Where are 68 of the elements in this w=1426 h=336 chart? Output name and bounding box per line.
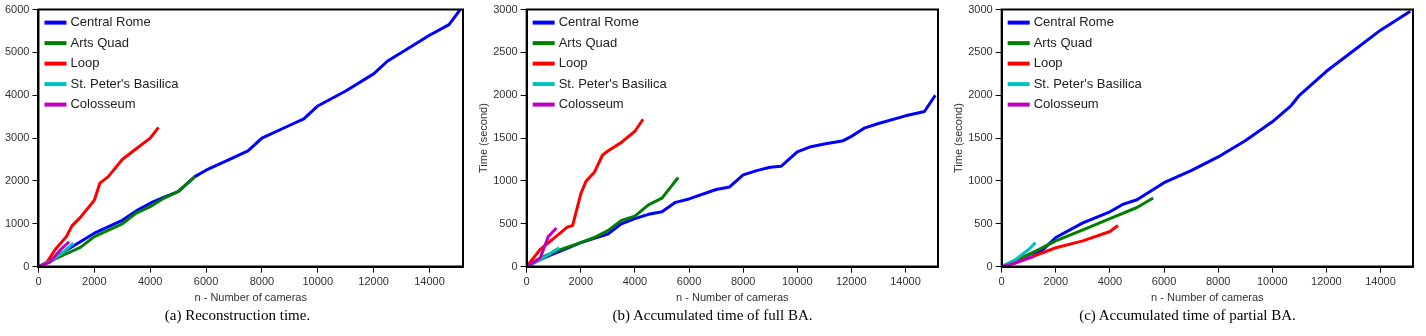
x-tick-label: 12000 — [358, 275, 389, 288]
y-tick-label: 500 — [499, 216, 518, 229]
y-axis-title: Time (second) — [951, 103, 964, 174]
legend-label: Central Rome — [70, 14, 151, 30]
x-tick-label: 6000 — [1151, 275, 1177, 288]
x-tick-label: 12000 — [836, 275, 867, 288]
y-tick-label: 0 — [986, 259, 993, 272]
legend-label: Central Rome — [558, 14, 639, 30]
x-tick-label: 8000 — [730, 275, 756, 288]
y-tick-label: 2500 — [968, 45, 993, 58]
y-tick-label: 500 — [974, 216, 993, 229]
x-tick-label: 2000 — [82, 275, 107, 288]
x-tick-label: 8000 — [249, 275, 275, 288]
legend-label: Colosseum — [70, 96, 136, 112]
x-axis-title: n - Number of cameras — [194, 291, 308, 304]
legend-label: Colosseum — [558, 96, 624, 112]
y-tick-label: 2000 — [4, 173, 30, 186]
text: (a) Reconstruction time. — [163, 307, 312, 324]
legend-label: St. Peter's Basilica — [1033, 75, 1143, 91]
legend-label: Arts Quad — [558, 34, 618, 50]
text: (b) Accumulated time of full BA. — [611, 307, 814, 324]
x-tick-label: 6000 — [676, 275, 702, 288]
x-tick-label: 12000 — [1311, 275, 1342, 288]
x-tick-label: 0 — [998, 275, 1005, 288]
x-tick-label: 14000 — [1365, 275, 1396, 288]
x-tick-label: 2000 — [568, 275, 594, 288]
y-tick-label: 1000 — [968, 173, 993, 186]
y-tick-label: 2500 — [493, 45, 518, 58]
x-tick-label: 4000 — [137, 275, 163, 288]
x-tick-label: 0 — [523, 275, 530, 288]
y-tick-label: 2000 — [493, 88, 518, 101]
legend-label: Loop — [558, 55, 588, 71]
x-tick-label: 8000 — [1205, 275, 1231, 288]
legend-label: Colosseum — [1033, 96, 1099, 112]
y-tick-label: 5000 — [4, 45, 30, 58]
y-tick-label: 3000 — [493, 2, 518, 15]
x-tick-label: 4000 — [622, 275, 648, 288]
y-tick-label: 2000 — [968, 88, 993, 101]
legend-label: St. Peter's Basilica — [70, 75, 180, 91]
x-tick-label: 10000 — [302, 275, 334, 288]
x-axis-title: n - Number of cameras — [676, 291, 790, 304]
legend-label: Arts Quad — [1033, 34, 1093, 50]
legend-label: Loop — [70, 55, 100, 71]
x-tick-label: 2000 — [1043, 275, 1069, 288]
x-tick-label: 10000 — [1256, 275, 1288, 288]
legend-label: Loop — [1033, 55, 1063, 71]
y-tick-label: 1000 — [4, 216, 30, 229]
legend-label: Arts Quad — [70, 34, 129, 50]
x-tick-label: 14000 — [890, 275, 921, 288]
legend-label: St. Peter's Basilica — [558, 75, 668, 91]
x-axis-title: n - Number of cameras — [1151, 291, 1265, 304]
x-tick-label: 14000 — [414, 275, 445, 288]
x-tick-label: 6000 — [193, 275, 219, 288]
y-tick-label: 3000 — [4, 131, 30, 144]
legend-label: Central Rome — [1033, 14, 1114, 30]
y-tick-label: 1500 — [968, 131, 993, 144]
y-tick-label: 1000 — [493, 173, 518, 186]
y-axis-title: Time (second) — [476, 103, 489, 174]
y-tick-label: 0 — [511, 259, 518, 272]
y-tick-label: 4000 — [4, 88, 30, 101]
text: (c) Accumulated time of partial BA. — [1078, 307, 1297, 324]
y-tick-label: 1500 — [493, 131, 518, 144]
x-tick-label: 10000 — [781, 275, 813, 288]
y-tick-label: 6000 — [4, 2, 30, 15]
y-tick-label: 3000 — [968, 2, 993, 15]
x-tick-label: 0 — [35, 275, 42, 288]
x-tick-label: 4000 — [1097, 275, 1123, 288]
y-tick-label: 0 — [23, 259, 30, 272]
